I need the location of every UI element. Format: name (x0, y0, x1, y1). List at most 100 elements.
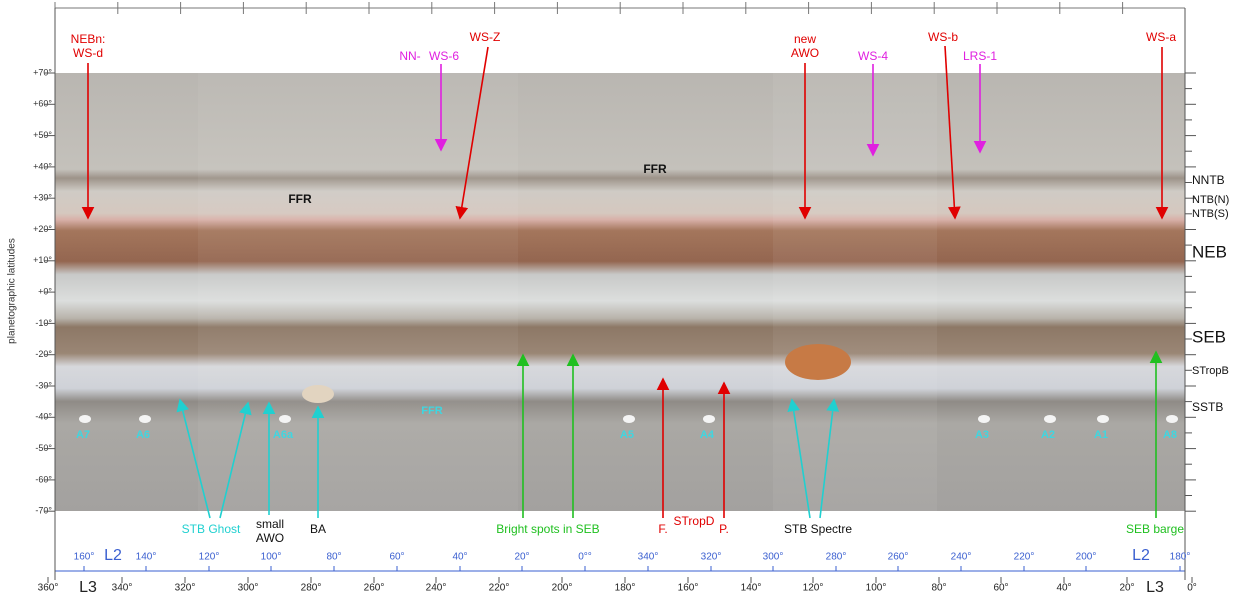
spot (703, 415, 715, 423)
spot-label: A7 (76, 429, 90, 441)
l2-label: 160° (74, 552, 95, 563)
l2-label: 60° (389, 552, 404, 563)
latitude-label: +0° (38, 286, 52, 296)
l3-label: 60° (993, 583, 1008, 594)
latitude-label: +40° (33, 161, 52, 171)
spot (1097, 415, 1109, 423)
spot-label: A4 (700, 429, 715, 441)
latitude-label: -40° (35, 412, 52, 422)
l2-label: 220° (1014, 552, 1035, 563)
spot-label: A3 (975, 429, 989, 441)
spot (1166, 415, 1178, 423)
l3-label: 360° (38, 583, 59, 594)
annotation: new (794, 32, 816, 46)
spot (1044, 415, 1056, 423)
l2-label: 40° (452, 552, 467, 563)
annotation: NEBn: (71, 32, 106, 46)
spot-label: A2 (1041, 429, 1055, 441)
l2-label: 140° (136, 552, 157, 563)
annotation: WS-Z (470, 30, 501, 44)
l2-name: L2 (1132, 547, 1150, 564)
l2-label: 320° (701, 552, 722, 563)
annotation: Bright spots in SEB (496, 522, 599, 536)
l2-label: 340° (638, 552, 659, 563)
spot-label: A5 (620, 429, 634, 441)
l3-label: 140° (741, 583, 762, 594)
latitude-label: +30° (33, 193, 52, 203)
latitude-label: +70° (33, 67, 52, 77)
l3-name: L3 (79, 579, 97, 596)
annotation: P. (719, 522, 729, 536)
annotation: small (256, 517, 284, 531)
spot-label: A1 (1094, 429, 1108, 441)
l3-label: 260° (364, 583, 385, 594)
l2-label: 80° (326, 552, 341, 563)
belt-label: NNTB (1192, 173, 1225, 187)
great-red-spot (785, 344, 851, 380)
l2-label: 240° (951, 552, 972, 563)
l2-label: 180° (1170, 552, 1191, 563)
l2-label: 20° (514, 552, 529, 563)
l3-label: 20° (1119, 583, 1134, 594)
map-strip (198, 73, 518, 511)
annotation: WS-6 (429, 49, 459, 63)
latitude-label: -10° (35, 318, 52, 328)
annotation: SEB barge (1126, 522, 1184, 536)
l2-label: 260° (888, 552, 909, 563)
spot (279, 415, 291, 423)
belt-label: STropB (1192, 365, 1229, 377)
latitude-label: +50° (33, 130, 52, 140)
l3-label: 180° (615, 583, 636, 594)
latitude-label: -30° (35, 380, 52, 390)
l2-label: 280° (826, 552, 847, 563)
latitude-label: +20° (33, 224, 52, 234)
spot-label: A6a (273, 429, 294, 441)
l3-label: 120° (803, 583, 824, 594)
latitude-label: -70° (35, 506, 52, 516)
annotation: BA (310, 522, 326, 536)
spot-label: FFR (421, 405, 442, 417)
annotation: WS-a (1146, 30, 1176, 44)
annotation: STB Spectre (784, 522, 852, 536)
l2-label: 120° (199, 552, 220, 563)
annotation: WS-d (73, 46, 103, 60)
l3-label: 80° (931, 583, 946, 594)
spot (978, 415, 990, 423)
l3-label: 300° (238, 583, 259, 594)
annotation: STropD (674, 514, 715, 528)
annotation: F. (658, 522, 667, 536)
latitude-label: -50° (35, 443, 52, 453)
l3-label: 240° (426, 583, 447, 594)
belt-label: NTB(S) (1192, 208, 1229, 220)
l3-label: 100° (866, 583, 887, 594)
l3-label: 280° (301, 583, 322, 594)
belt-label: NEB (1192, 242, 1227, 261)
l3-label: 320° (175, 583, 196, 594)
spot (79, 415, 91, 423)
map-strip (773, 73, 937, 511)
annotation: FFR (288, 192, 312, 206)
latitude-label: +10° (33, 255, 52, 265)
l2-label: 0°° (578, 552, 592, 563)
spot (139, 415, 151, 423)
l3-label: 220° (489, 583, 510, 594)
spot (623, 415, 635, 423)
annotation: LRS-1 (963, 49, 997, 63)
annotation: AWO (256, 531, 284, 545)
jupiter-map: planetographic latitudes +70° +60° +50° +40… (0, 0, 1240, 597)
l3-label: 0° (1187, 583, 1197, 594)
spot-label: A6 (136, 429, 150, 441)
belt-label: NTB(N) (1192, 194, 1229, 206)
annotation: AWO (791, 46, 819, 60)
l3-name: L3 (1146, 579, 1164, 596)
l2-label: 200° (1076, 552, 1097, 563)
belt-label: SEB (1192, 327, 1226, 346)
annotation: NN- (399, 49, 420, 63)
oval-ba (302, 385, 334, 403)
latitude-label: +60° (33, 99, 52, 109)
spot-label: A8 (1163, 429, 1177, 441)
axis-title: planetographic latitudes (7, 238, 18, 344)
l3-label: 160° (678, 583, 699, 594)
l2-label: 300° (763, 552, 784, 563)
latitude-label: -60° (35, 474, 52, 484)
